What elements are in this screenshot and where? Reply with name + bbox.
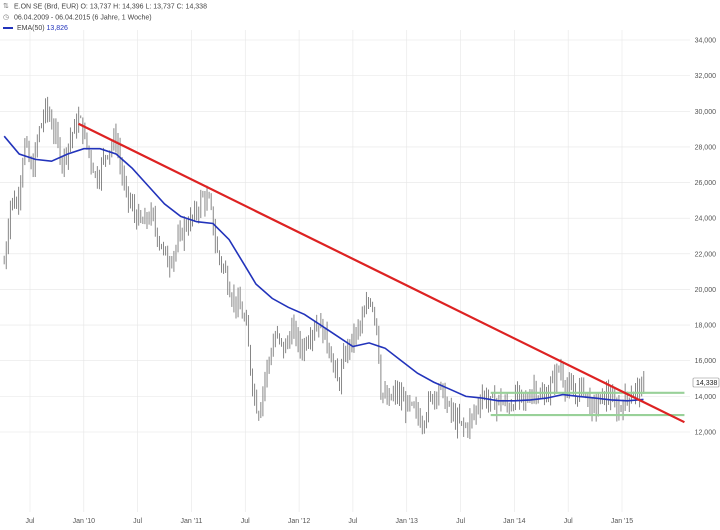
calendar-icon: ◷ bbox=[3, 14, 10, 21]
x-tick-label: Jul bbox=[241, 518, 250, 525]
x-tick-label: Jul bbox=[26, 518, 35, 525]
y-tick-label: 26,000 bbox=[695, 180, 717, 187]
support-resistance-channel bbox=[490, 391, 685, 417]
last-price-label: 14,338 bbox=[692, 377, 720, 388]
x-tick-label: Jul bbox=[456, 518, 465, 525]
x-tick-label: Jul bbox=[348, 518, 357, 525]
x-tick-label: Jan '12 bbox=[288, 518, 310, 525]
chart-grid bbox=[0, 30, 690, 512]
x-tick-label: Jan '14 bbox=[503, 518, 525, 525]
last-price-box bbox=[692, 377, 720, 388]
x-tick-label: Jul bbox=[133, 518, 142, 525]
x-tick-label: Jan '10 bbox=[73, 518, 95, 525]
ema-value: 13,826 bbox=[46, 25, 68, 32]
y-tick-label: 18,000 bbox=[695, 323, 717, 330]
y-tick-label: 34,000 bbox=[695, 38, 717, 45]
y-tick-label: 32,000 bbox=[695, 73, 717, 80]
y-tick-label: 30,000 bbox=[695, 109, 717, 116]
x-tick-label: Jan '13 bbox=[396, 518, 418, 525]
x-tick-label: Jul bbox=[564, 518, 573, 525]
date-range: 06.04.2009 - 06.04.2015 (6 Jahre, 1 Woch… bbox=[13, 14, 152, 22]
ema-legend: EMA(50) 13,826 bbox=[3, 25, 68, 32]
y-tick-label: 20,000 bbox=[695, 287, 717, 294]
ohlc-values: O: 13,737 H: 14,396 L: 13,737 C: 14,338 bbox=[80, 3, 207, 11]
instrument-name: E.ON SE (Brd, EUR) bbox=[13, 3, 79, 11]
y-tick-label: 24,000 bbox=[695, 216, 717, 223]
y-tick-label: 14,000 bbox=[695, 394, 717, 401]
y-tick-label: 28,000 bbox=[695, 144, 717, 151]
instrument-header: ⇅ E.ON SE (Brd, EUR) O: 13,737 H: 14,396… bbox=[3, 3, 207, 10]
x-tick-label: Jan '15 bbox=[611, 518, 633, 525]
y-tick-label: 16,000 bbox=[695, 358, 717, 365]
date-range-row: ◷ 06.04.2009 - 06.04.2015 (6 Jahre, 1 Wo… bbox=[3, 14, 152, 21]
red-trendline bbox=[77, 122, 685, 424]
x-axis: Jul Jan '10 Jul Jan '11 Jul Jan '12 Jul Jan '13… bbox=[26, 518, 634, 525]
last-price-text: 14,338 bbox=[696, 380, 718, 387]
y-axis: 12,000 14,000 16,000 18,000 20,000 22,000 24,0… bbox=[695, 38, 717, 437]
y-tick-label: 22,000 bbox=[695, 251, 717, 258]
ema-line bbox=[3, 135, 644, 402]
y-tick-label: 12,000 bbox=[695, 430, 717, 437]
ema-label: EMA(50) bbox=[16, 25, 45, 32]
chart-type-icon: ⇅ bbox=[3, 3, 9, 10]
x-tick-label: Jan '11 bbox=[181, 518, 203, 525]
ema-swatch bbox=[3, 27, 13, 30]
